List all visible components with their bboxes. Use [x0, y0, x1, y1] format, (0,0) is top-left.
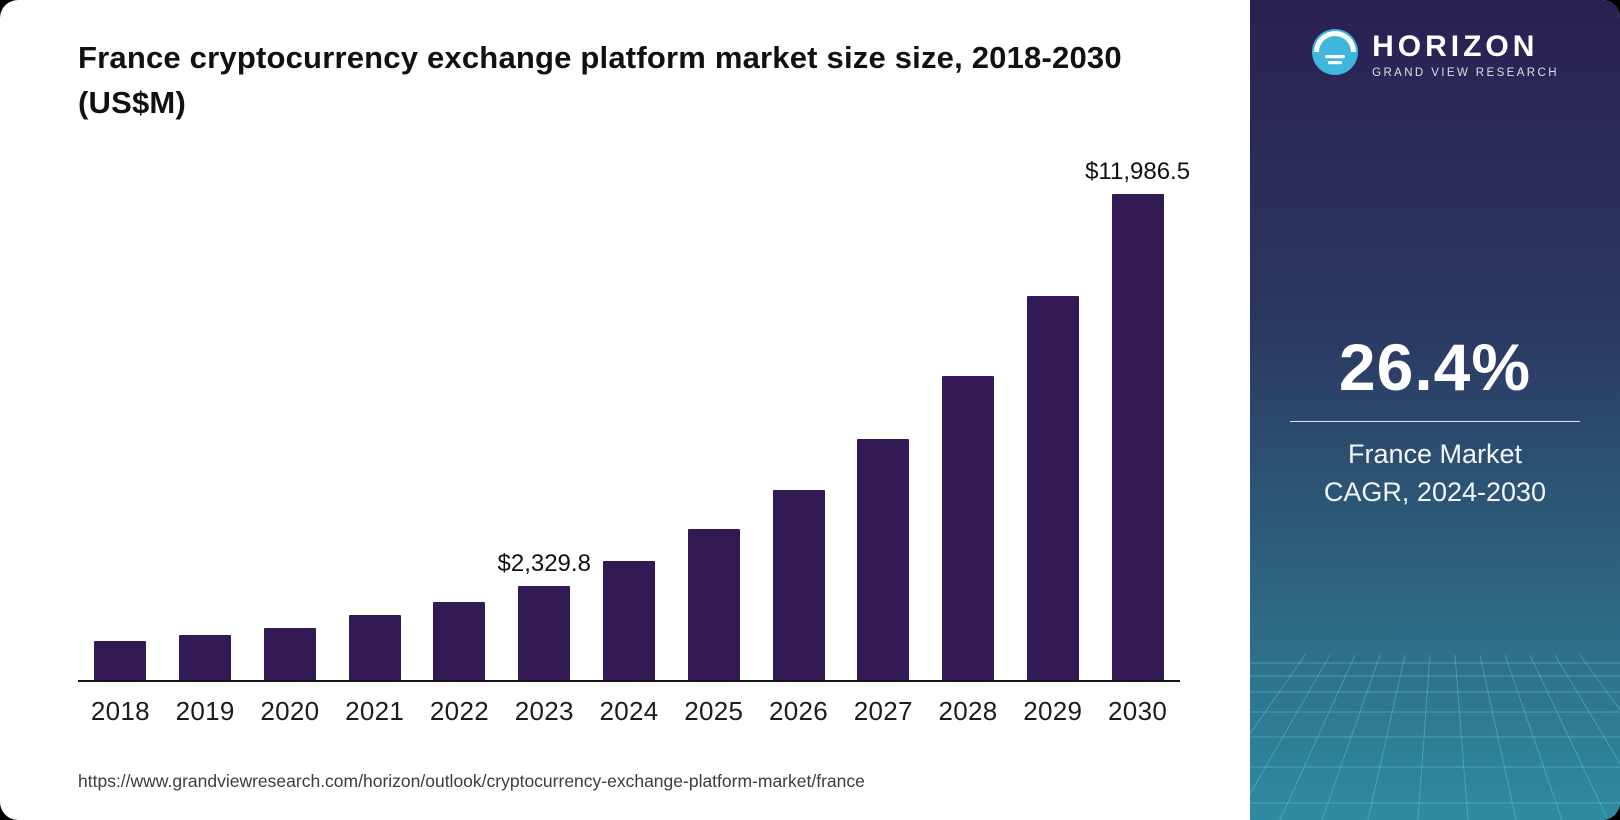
bar-2020: [263, 627, 316, 680]
stat-divider: [1290, 421, 1580, 422]
bar-2022: [433, 601, 486, 680]
cagr-stat: 26.4% France Market CAGR, 2024-2030: [1290, 329, 1580, 512]
x-axis-label-2025: 2025: [684, 695, 744, 726]
brand-subtitle: GRAND VIEW RESEARCH: [1372, 67, 1559, 79]
x-axis-label-2022: 2022: [429, 695, 489, 726]
cagr-value: 26.4%: [1338, 330, 1532, 404]
x-axis-label-2019: 2019: [175, 695, 235, 726]
sidebar: HORIZON GRAND VIEW RESEARCH 26.4% France…: [1250, 0, 1620, 820]
x-axis-label-2021: 2021: [345, 695, 405, 726]
x-axis-label-2028: 2028: [938, 695, 998, 726]
chart-title: France cryptocurrency exchange platform …: [78, 40, 1122, 120]
bar-2025: [687, 528, 740, 680]
bar-column-2020: [248, 627, 333, 680]
x-axis-label-2024: 2024: [599, 695, 659, 726]
bar-chart: $2,329.8 $11,986.5 2018 2019 2020 2021 2022 20…: [78, 154, 1190, 727]
wireframe-mesh-graphic: [1250, 655, 1620, 820]
x-axis-label-2026: 2026: [768, 695, 829, 726]
bar-column-2026: [756, 489, 841, 680]
bar-2030: [1111, 193, 1164, 680]
chart-pane: France cryptocurrency exchange platform …: [78, 40, 1190, 791]
bar-2019: [179, 634, 232, 680]
bar-2026: [772, 489, 825, 680]
bar-2027: [857, 438, 910, 680]
bar-column-2028: [926, 375, 1011, 680]
bar-2024: [602, 560, 655, 680]
brand: HORIZON GRAND VIEW RESEARCH: [1311, 28, 1559, 81]
x-axis-label-2023: 2023: [514, 695, 574, 726]
bar-value-label-2023: $2,329.8: [497, 549, 591, 577]
horizon-logo-icon: [1311, 28, 1359, 81]
cagr-label-line1: France Market: [1347, 439, 1523, 469]
x-axis-labels: 2018 2019 2020 2021 2022 2023 2024 2025 2026 2027…: [78, 682, 1180, 727]
x-axis-label-2030: 2030: [1108, 695, 1168, 726]
bar-column-2022: [417, 601, 502, 680]
bar-2023: [518, 585, 571, 680]
bar-column-2023: $2,329.8: [498, 550, 591, 680]
bar-2028: [942, 375, 995, 680]
bar-column-2024: [587, 560, 672, 680]
bar-column-2018: [78, 640, 163, 680]
bar-column-2029: [1010, 295, 1095, 680]
x-axis-label-2018: 2018: [90, 695, 150, 726]
x-axis-label-2029: 2029: [1023, 695, 1083, 726]
plot-area: $2,329.8 $11,986.5: [78, 154, 1190, 682]
cagr-label-line2: CAGR, 2024-2030: [1323, 476, 1547, 507]
bar-column-2030: $11,986.5: [1085, 158, 1190, 680]
bar-value-label-2030: $11,986.5: [1085, 157, 1191, 185]
source-url: https://www.grandviewresearch.com/horizo…: [78, 770, 865, 791]
bar-column-2021: [332, 614, 417, 680]
bar-2021: [348, 614, 401, 680]
brand-name: HORIZON: [1372, 30, 1539, 63]
bar-column-2027: [841, 438, 926, 680]
x-axis-label-2027: 2027: [853, 695, 913, 726]
bar-column-2019: [163, 634, 248, 680]
bar-2018: [94, 640, 147, 680]
bar-2029: [1026, 295, 1079, 680]
x-axis-label-2020: 2020: [260, 695, 320, 726]
brand-text: HORIZON GRAND VIEW RESEARCH: [1372, 30, 1559, 79]
bar-column-2025: [671, 528, 756, 680]
